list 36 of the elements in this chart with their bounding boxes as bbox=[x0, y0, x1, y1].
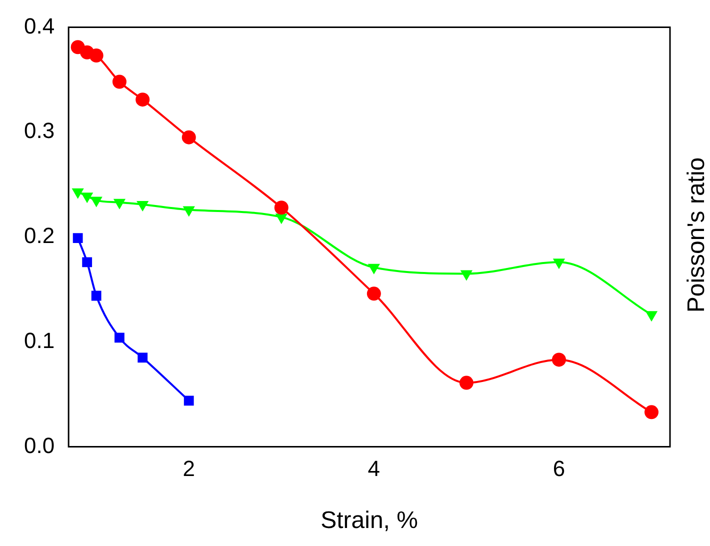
point bbox=[275, 214, 288, 224]
point bbox=[72, 233, 83, 243]
point bbox=[138, 352, 148, 363]
point bbox=[184, 396, 194, 406]
point bbox=[182, 130, 196, 144]
point bbox=[90, 196, 102, 208]
point bbox=[112, 74, 126, 89]
point bbox=[113, 198, 126, 210]
point bbox=[368, 264, 380, 274]
y-axis-title: Poisson's ratio bbox=[683, 157, 710, 313]
point bbox=[274, 200, 288, 215]
point bbox=[552, 352, 566, 367]
point bbox=[460, 270, 473, 281]
x-tick-label: 2 bbox=[182, 456, 195, 482]
x-axis-title: Strain, % bbox=[320, 507, 418, 534]
point bbox=[136, 92, 150, 107]
x-tick-label: 4 bbox=[368, 456, 380, 482]
y-tick-label: 0.4 bbox=[24, 13, 55, 38]
point bbox=[645, 311, 658, 322]
y-tick-label: 0.1 bbox=[24, 328, 55, 353]
point bbox=[136, 200, 149, 212]
y-tick-label: 0.0 bbox=[24, 432, 55, 458]
point bbox=[182, 206, 195, 217]
point bbox=[91, 290, 102, 301]
x-tick-label: 6 bbox=[552, 456, 566, 482]
y-tick-label: 0.3 bbox=[24, 118, 55, 144]
point bbox=[552, 258, 566, 270]
point bbox=[366, 286, 381, 301]
y-tick-label: 0.2 bbox=[24, 223, 55, 248]
point bbox=[114, 332, 124, 343]
point bbox=[81, 192, 94, 204]
point bbox=[644, 405, 658, 420]
point bbox=[82, 257, 92, 268]
point bbox=[459, 376, 474, 390]
point bbox=[89, 48, 104, 63]
point bbox=[72, 188, 84, 199]
